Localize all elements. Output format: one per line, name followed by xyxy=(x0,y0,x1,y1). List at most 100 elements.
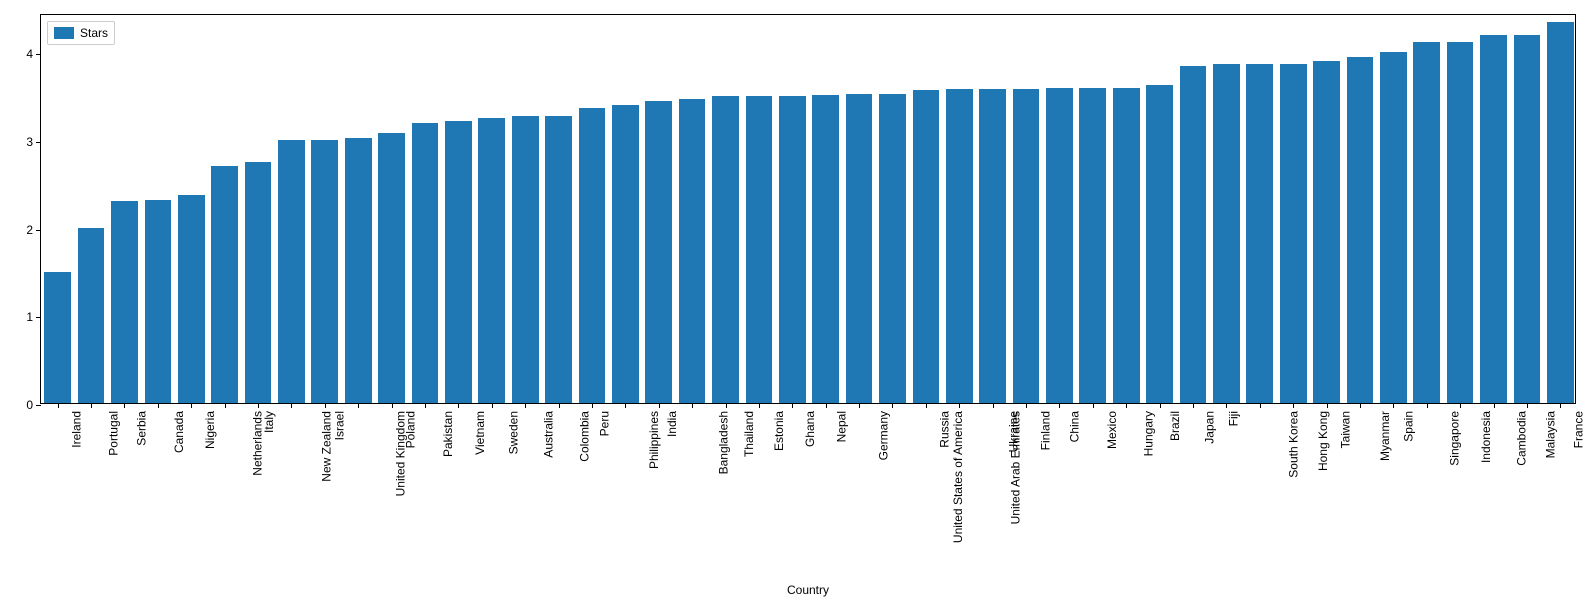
x-tick-label: Ukraine xyxy=(1006,411,1020,452)
bar xyxy=(1013,89,1040,403)
bar xyxy=(1246,64,1273,403)
bar xyxy=(913,90,940,403)
x-tick-label: Hungary xyxy=(1142,411,1156,456)
bar-chart: 01234IrelandPortugalSerbiaCanadaNigeriaN… xyxy=(0,0,1588,607)
x-tick-mark xyxy=(759,403,760,408)
bar xyxy=(1514,35,1541,403)
x-tick-mark xyxy=(1460,403,1461,408)
x-tick-mark xyxy=(1494,403,1495,408)
x-tick-mark xyxy=(1160,403,1161,408)
x-tick-mark xyxy=(1026,403,1027,408)
bar xyxy=(712,96,739,403)
bar xyxy=(1180,66,1207,403)
x-tick-label: Portugal xyxy=(106,411,120,456)
x-tick-mark xyxy=(458,403,459,408)
x-tick-label: Ireland xyxy=(69,411,83,448)
x-tick-label: Italy xyxy=(262,411,276,433)
bar xyxy=(478,118,505,403)
x-tick-mark xyxy=(358,403,359,408)
x-tick-label: Israel xyxy=(332,411,346,440)
bar xyxy=(545,116,572,403)
bar xyxy=(111,201,138,403)
x-tick-label: Finland xyxy=(1039,411,1053,450)
bar xyxy=(879,94,906,403)
bar xyxy=(1213,64,1240,403)
bar xyxy=(1380,52,1407,403)
x-tick-mark xyxy=(1393,403,1394,408)
x-tick-mark xyxy=(1560,403,1561,408)
x-tick-mark xyxy=(258,403,259,408)
x-tick-label: Nigeria xyxy=(203,411,217,449)
x-tick-label: Taiwan xyxy=(1338,411,1352,448)
y-tick-label: 3 xyxy=(26,135,41,149)
x-tick-label: Hong Kong xyxy=(1316,411,1330,471)
x-tick-label: Colombia xyxy=(577,411,591,462)
x-tick-label: Japan xyxy=(1202,411,1216,444)
x-axis-title: Country xyxy=(787,583,829,597)
x-tick-label: Serbia xyxy=(135,411,149,446)
y-tick-label: 4 xyxy=(26,47,41,61)
x-tick-mark xyxy=(659,403,660,408)
x-tick-mark xyxy=(959,403,960,408)
x-tick-mark xyxy=(58,403,59,408)
x-tick-label: Cambodia xyxy=(1514,411,1528,466)
x-tick-label: Poland xyxy=(403,411,417,448)
x-tick-mark xyxy=(225,403,226,408)
legend-label: Stars xyxy=(80,26,108,40)
x-tick-mark xyxy=(124,403,125,408)
x-tick-mark xyxy=(1260,403,1261,408)
y-tick-label: 2 xyxy=(26,223,41,237)
x-tick-label: Spain xyxy=(1402,411,1416,442)
x-tick-mark xyxy=(325,403,326,408)
bar xyxy=(1113,88,1140,404)
x-tick-label: Thailand xyxy=(742,411,756,457)
x-tick-label: Mexico xyxy=(1105,411,1119,449)
x-tick-label: Pakistan xyxy=(441,411,455,457)
x-tick-mark xyxy=(926,403,927,408)
x-tick-label: Brazil xyxy=(1168,411,1182,441)
bar xyxy=(746,96,773,403)
x-tick-mark xyxy=(993,403,994,408)
x-tick-label: India xyxy=(665,411,679,437)
bar xyxy=(412,123,439,403)
x-tick-mark xyxy=(1193,403,1194,408)
x-tick-label: Australia xyxy=(542,411,556,458)
bar xyxy=(178,195,205,403)
bar xyxy=(979,89,1006,403)
x-tick-mark xyxy=(692,403,693,408)
x-tick-mark xyxy=(492,403,493,408)
x-tick-label: Indonesia xyxy=(1479,411,1493,463)
x-tick-label: Myanmar xyxy=(1378,411,1392,461)
x-tick-label: Germany xyxy=(877,411,891,460)
bar xyxy=(445,121,472,403)
bar xyxy=(278,140,305,403)
bar xyxy=(779,96,806,403)
x-tick-label: Philippines xyxy=(647,411,661,469)
x-tick-mark xyxy=(826,403,827,408)
bar xyxy=(846,94,873,403)
bar xyxy=(1280,64,1307,403)
bar xyxy=(612,105,639,403)
x-tick-label: Ghana xyxy=(803,411,817,447)
x-tick-mark xyxy=(792,403,793,408)
x-tick-label: Sweden xyxy=(506,411,520,454)
bar xyxy=(245,162,272,403)
y-tick-label: 0 xyxy=(26,398,41,412)
x-tick-label: France xyxy=(1572,411,1586,448)
x-tick-label: Canada xyxy=(172,411,186,453)
plot-area: 01234IrelandPortugalSerbiaCanadaNigeriaN… xyxy=(40,14,1576,404)
legend: Stars xyxy=(47,21,115,45)
x-tick-mark xyxy=(726,403,727,408)
bar xyxy=(1313,61,1340,403)
x-tick-label: South Korea xyxy=(1286,411,1300,478)
bar xyxy=(1079,88,1106,404)
x-tick-mark xyxy=(859,403,860,408)
x-tick-label: Singapore xyxy=(1447,411,1461,466)
bar xyxy=(812,95,839,403)
bar xyxy=(645,101,672,403)
x-tick-label: New Zealand xyxy=(320,411,334,482)
x-tick-label: Fiji xyxy=(1227,411,1241,426)
x-tick-mark xyxy=(525,403,526,408)
x-tick-mark xyxy=(1226,403,1227,408)
x-tick-label: China xyxy=(1068,411,1082,442)
